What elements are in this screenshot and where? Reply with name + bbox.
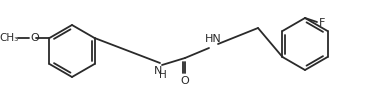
Text: H: H: [159, 70, 167, 80]
Text: F: F: [319, 18, 325, 28]
Text: O: O: [181, 76, 190, 86]
Text: N: N: [154, 66, 162, 76]
Text: HN: HN: [205, 34, 222, 44]
Text: O: O: [30, 33, 39, 43]
Text: CH₃: CH₃: [0, 33, 18, 43]
